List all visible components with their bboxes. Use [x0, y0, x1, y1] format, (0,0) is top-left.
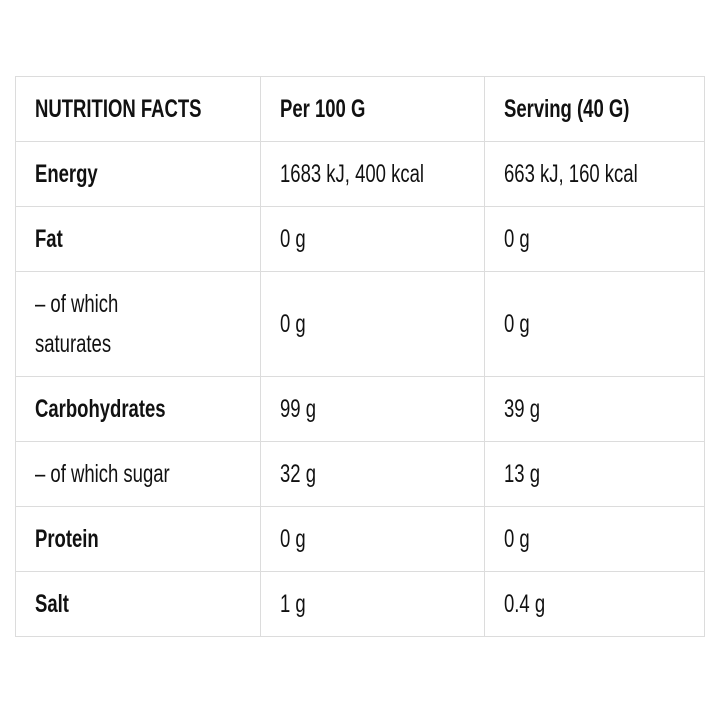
table-row: – of which saturates 0 g 0 g	[15, 271, 706, 377]
per100-cell: 0 g	[260, 506, 485, 572]
header-cell: NUTRITION FACTS	[15, 76, 261, 142]
serving-value: 0 g	[503, 310, 530, 338]
serving-cell: 0 g	[483, 506, 706, 572]
row-label-cell: Fat	[15, 206, 261, 272]
nutrition-table: NUTRITION FACTS Per 100 G Serving (40 G)…	[15, 76, 706, 637]
header-cell: Serving (40 G)	[483, 76, 706, 142]
header-cell: Per 100 G	[260, 76, 485, 142]
table-row: Fat 0 g 0 g	[15, 206, 706, 272]
table-row: Protein 0 g 0 g	[15, 506, 706, 572]
table-row: Carbohydrates 99 g 39 g	[15, 376, 706, 442]
row-label-cell: Carbohydrates	[15, 376, 261, 442]
serving-value: 663 kJ, 160 kcal	[503, 160, 638, 188]
row-label: Energy	[35, 160, 98, 188]
per100-cell: 0 g	[260, 206, 485, 272]
row-label-cell: – of which saturates	[15, 271, 261, 377]
per100-value: 1683 kJ, 400 kcal	[280, 160, 424, 188]
per100-value: 1 g	[280, 590, 306, 618]
per100-value: 0 g	[280, 525, 306, 553]
per100-cell: 32 g	[260, 441, 485, 507]
serving-cell: 0 g	[483, 271, 706, 377]
row-label-line1: – of which	[35, 290, 119, 318]
header-per-100g: Per 100 G	[280, 95, 366, 123]
serving-value: 39 g	[503, 395, 540, 423]
per100-value: 99 g	[280, 395, 317, 423]
row-label: Carbohydrates	[35, 395, 166, 423]
table-header-row: NUTRITION FACTS Per 100 G Serving (40 G)	[15, 76, 706, 142]
serving-value: 13 g	[503, 460, 540, 488]
serving-value: 0 g	[503, 225, 530, 253]
serving-value: 0.4 g	[503, 590, 545, 618]
per100-value: 0 g	[280, 310, 306, 338]
per100-value: 0 g	[280, 225, 306, 253]
serving-cell: 39 g	[483, 376, 706, 442]
table-row: – of which sugar 32 g 13 g	[15, 441, 706, 507]
serving-cell: 0.4 g	[483, 571, 706, 637]
serving-cell: 663 kJ, 160 kcal	[483, 141, 706, 207]
row-label: Protein	[35, 525, 99, 553]
per100-cell: 99 g	[260, 376, 485, 442]
per100-cell: 0 g	[260, 271, 485, 377]
row-label-cell: – of which sugar	[15, 441, 261, 507]
row-label: Salt	[35, 590, 69, 618]
row-label: Fat	[35, 225, 63, 253]
serving-cell: 0 g	[483, 206, 706, 272]
per100-cell: 1683 kJ, 400 kcal	[260, 141, 485, 207]
per100-value: 32 g	[280, 460, 317, 488]
row-label-cell: Energy	[15, 141, 261, 207]
table-row: Energy 1683 kJ, 400 kcal 663 kJ, 160 kca…	[15, 141, 706, 207]
row-label-line2: saturates	[35, 330, 112, 358]
serving-cell: 13 g	[483, 441, 706, 507]
row-label-cell: Protein	[15, 506, 261, 572]
serving-value: 0 g	[503, 525, 530, 553]
row-label: – of which sugar	[35, 460, 170, 488]
table-row: Salt 1 g 0.4 g	[15, 571, 706, 637]
header-nutrition-facts: NUTRITION FACTS	[35, 95, 202, 123]
header-serving: Serving (40 G)	[503, 95, 630, 123]
per100-cell: 1 g	[260, 571, 485, 637]
row-label-cell: Salt	[15, 571, 261, 637]
